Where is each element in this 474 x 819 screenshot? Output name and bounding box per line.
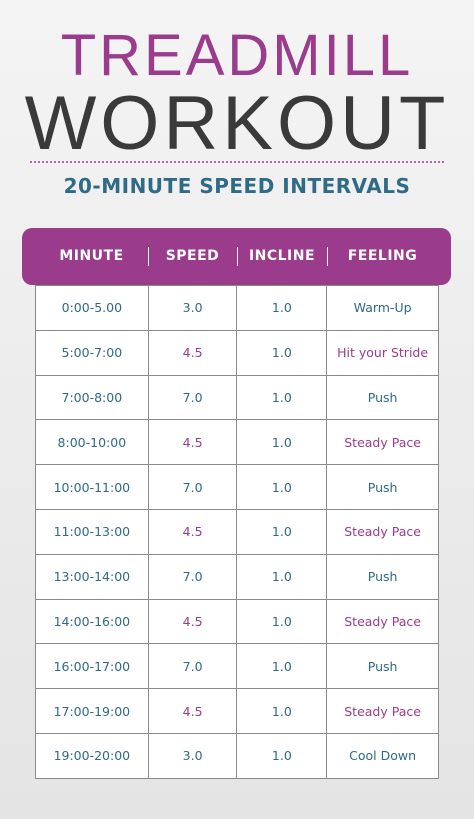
table-cell: Steady Pace <box>326 508 439 555</box>
table-cell: 17:00-19:00 <box>35 688 149 734</box>
table-cell: 1.0 <box>236 374 328 421</box>
table-row: 10:00-11:00 7.0 1.0 Push <box>35 464 439 510</box>
subtitle: 20-MINUTE SPEED INTERVALS <box>63 174 411 198</box>
table-cell: 7.0 <box>147 553 238 600</box>
table-row: 5:00-7:00 4.5 1.0 Hit your Stride <box>35 329 439 376</box>
table-row: 7:00-8:00 7.0 1.0 Push <box>35 374 439 421</box>
table-cell: 1.0 <box>236 419 328 466</box>
table-cell: Push <box>326 553 439 600</box>
table: 0:00-5.00 3.0 1.0 Warm-Up 5:00-7:00 4.5 1.0 Hit… <box>35 285 439 779</box>
table-cell: 1.0 <box>236 553 328 600</box>
table-row: 17:00-19:00 4.5 1.0 Steady Pace <box>35 688 439 734</box>
separator <box>148 247 149 266</box>
column-header: SPEED <box>165 248 220 264</box>
table-cell: 16:00-17:00 <box>35 643 149 690</box>
table-header: MINUTE SPEED INCLINE FEELING <box>22 228 451 285</box>
table-cell: 4.5 <box>147 598 238 645</box>
table-row: 11:00-13:00 4.5 1.0 Steady Pace <box>35 508 439 555</box>
table-cell: 7.0 <box>147 374 238 421</box>
table-cell: 1.0 <box>236 688 328 734</box>
column-header: MINUTE <box>59 248 124 264</box>
table-cell: 0:00-5.00 <box>35 285 149 331</box>
table-cell: Push <box>326 643 439 690</box>
table-cell: 3.0 <box>147 732 238 779</box>
table-row: 8:00-10:00 4.5 1.0 Steady Pace <box>35 419 439 466</box>
title: WORKOUT <box>24 81 450 166</box>
table-cell: 7.0 <box>147 464 238 510</box>
column-header: INCLINE <box>248 248 316 264</box>
table-row: 16:00-17:00 7.0 1.0 Push <box>35 643 439 690</box>
column-header: FEELING <box>347 248 418 264</box>
table-cell: 1.0 <box>236 598 328 645</box>
table-cell: 11:00-13:00 <box>35 508 149 555</box>
table-cell: 1.0 <box>236 464 328 510</box>
table-cell: 19:00-20:00 <box>35 732 149 779</box>
table-cell: 1.0 <box>236 285 328 331</box>
table-cell: 1.0 <box>236 508 328 555</box>
table-cell: 13:00-14:00 <box>35 553 149 600</box>
table-cell: Warm-Up <box>326 285 439 331</box>
table-cell: 4.5 <box>147 419 238 466</box>
table-cell: Steady Pace <box>326 419 439 466</box>
table-cell: Cool Down <box>326 732 439 779</box>
divider <box>30 161 444 163</box>
table-cell: 1.0 <box>236 329 328 376</box>
table-cell: 3.0 <box>147 285 238 331</box>
table-cell: 5:00-7:00 <box>35 329 149 376</box>
table-row: 0:00-5.00 3.0 1.0 Warm-Up <box>35 285 439 331</box>
table-cell: Hit your Stride <box>326 329 439 376</box>
table-cell: 1.0 <box>236 643 328 690</box>
table-cell: 7.0 <box>147 643 238 690</box>
table-cell: 8:00-10:00 <box>35 419 149 466</box>
table-cell: Push <box>326 464 439 510</box>
table-cell: 4.5 <box>147 508 238 555</box>
table-cell: Steady Pace <box>326 598 439 645</box>
table-cell: 14:00-16:00 <box>35 598 149 645</box>
table-cell: Steady Pace <box>326 688 439 734</box>
table-row: 19:00-20:00 3.0 1.0 Cool Down <box>35 732 439 779</box>
table-cell: 7:00-8:00 <box>35 374 149 421</box>
table-cell: 10:00-11:00 <box>35 464 149 510</box>
table-cell: 4.5 <box>147 688 238 734</box>
table-cell: 4.5 <box>147 329 238 376</box>
table-cell: 1.0 <box>236 732 328 779</box>
table-row: 13:00-14:00 7.0 1.0 Push <box>35 553 439 600</box>
title: TREADMILL <box>60 23 414 88</box>
separator <box>327 247 328 266</box>
table-cell: Push <box>326 374 439 421</box>
separator <box>237 247 238 266</box>
table-row: 14:00-16:00 4.5 1.0 Steady Pace <box>35 598 439 645</box>
